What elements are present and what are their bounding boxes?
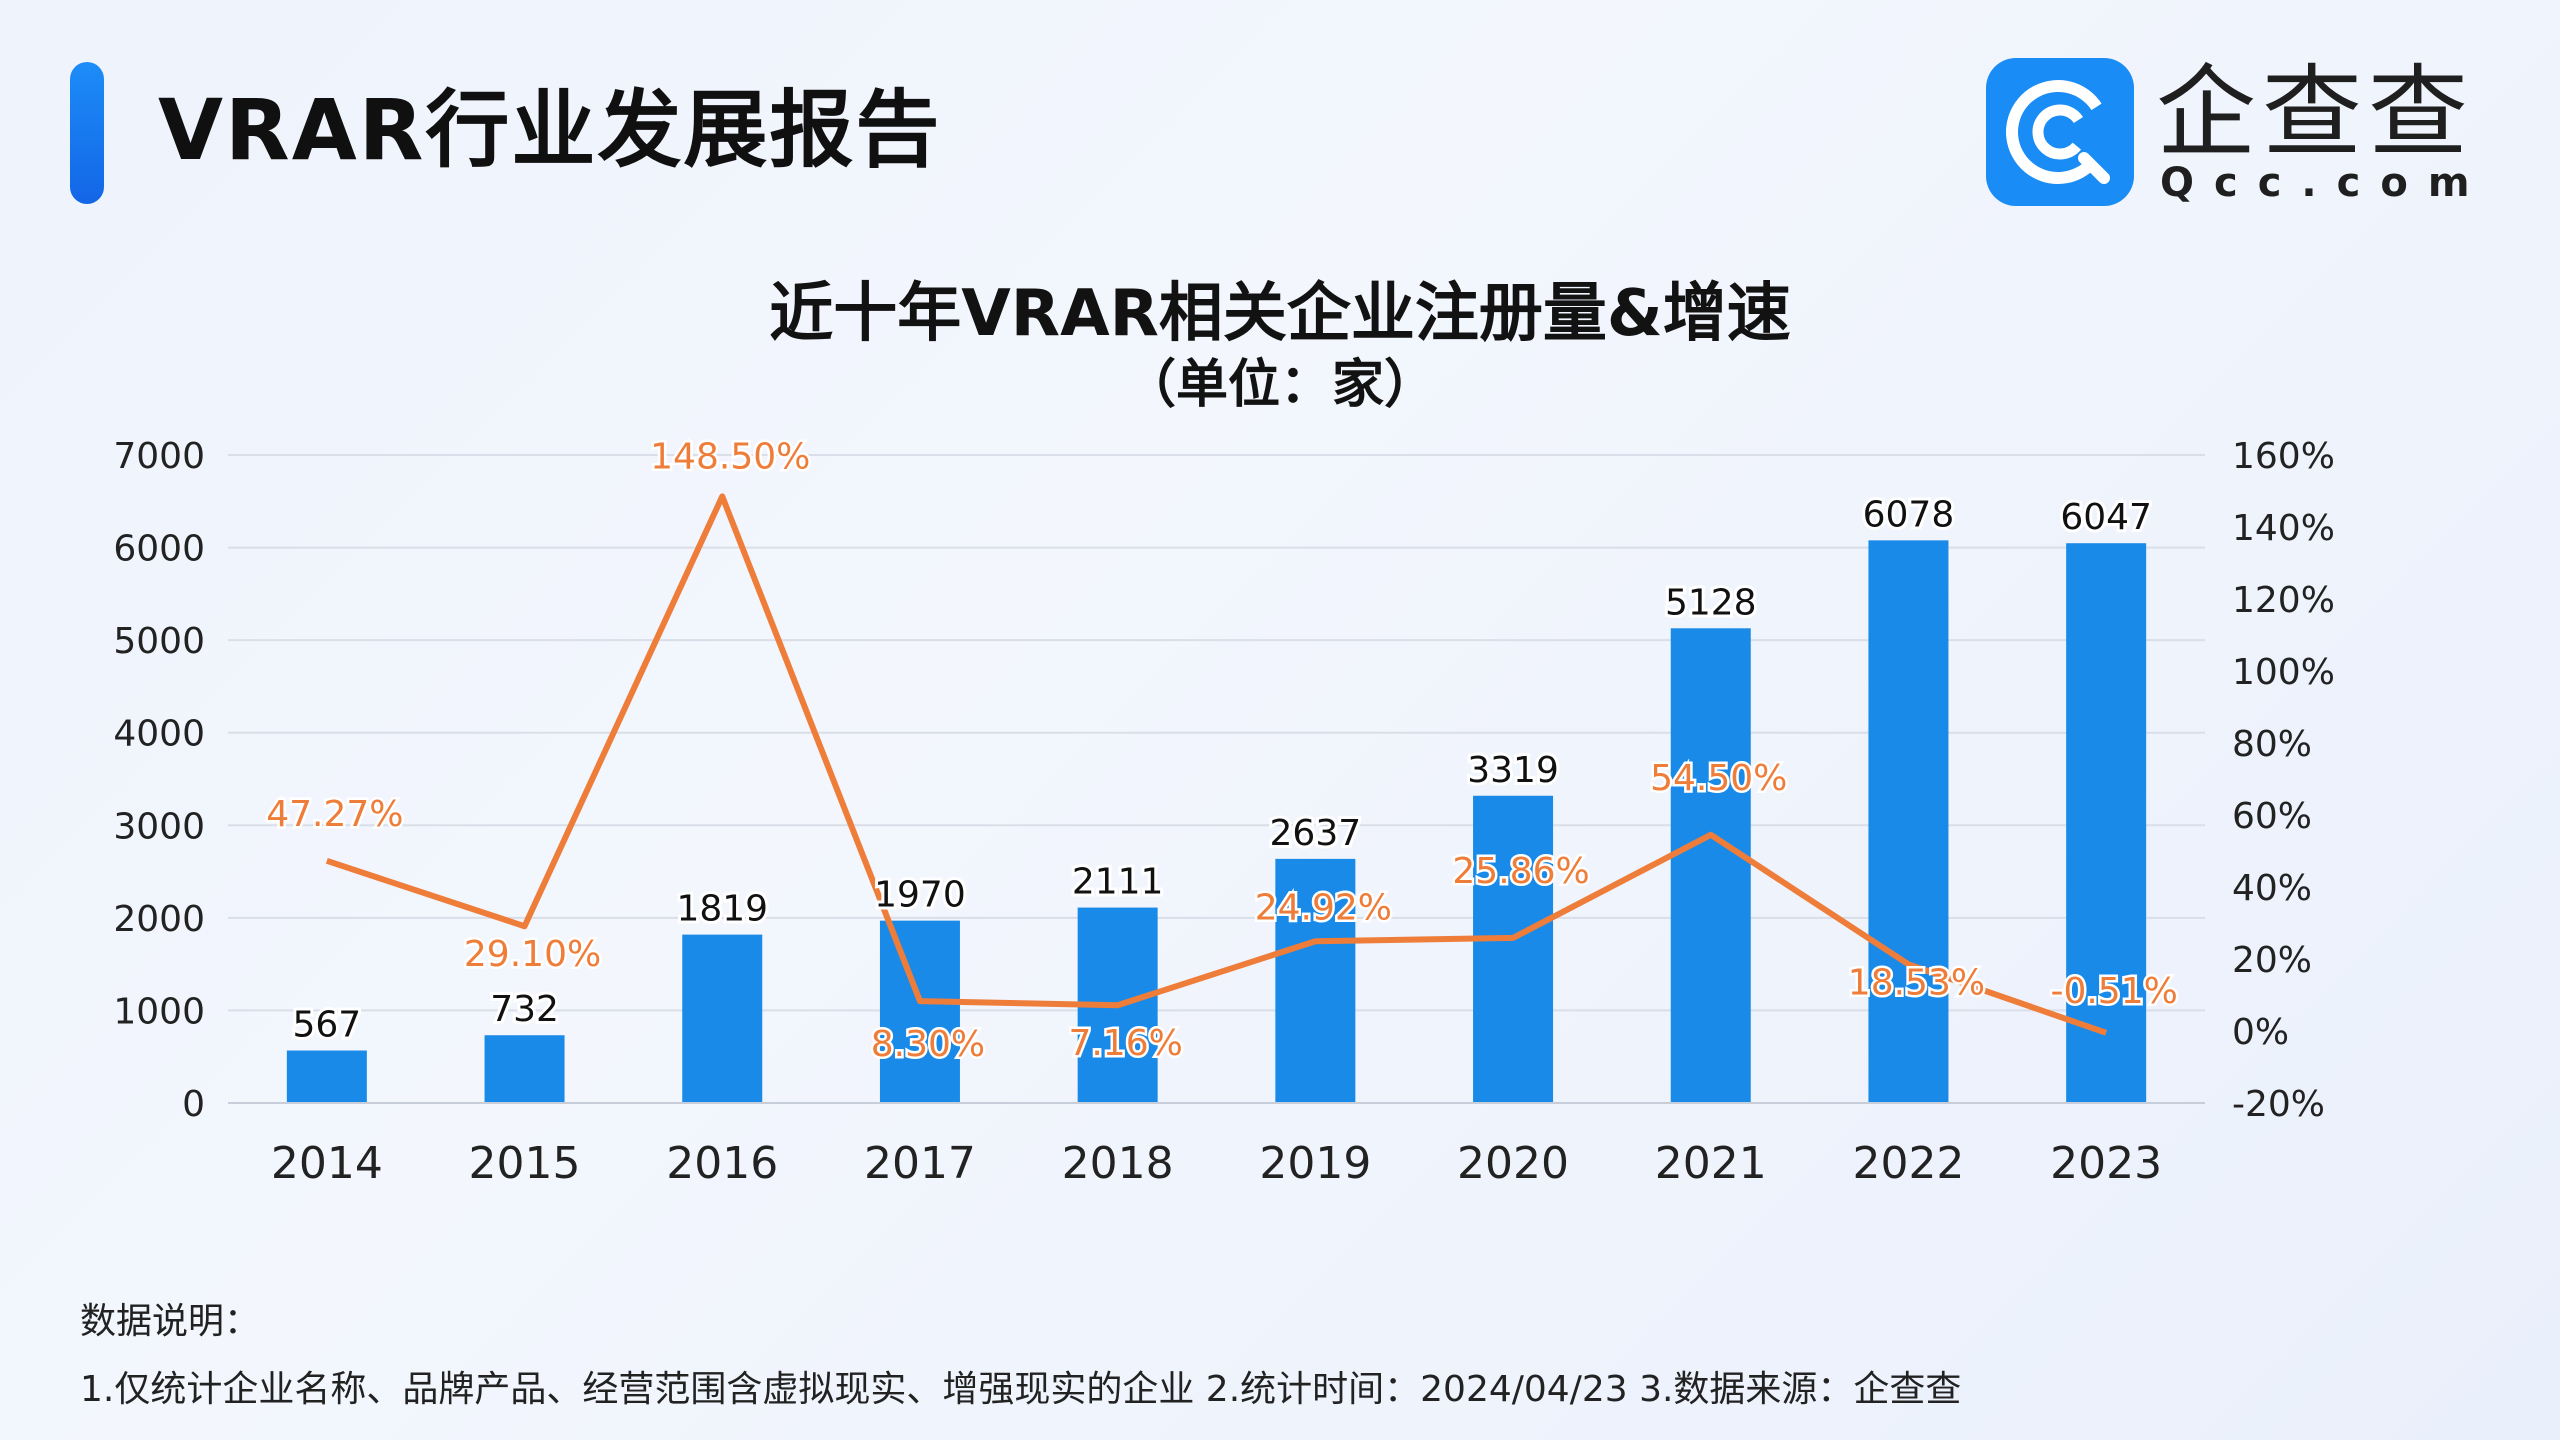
growth-line [325, 493, 2108, 1036]
y-tick-label: 7000 [113, 436, 205, 477]
x-tick-label: 2022 [1852, 1138, 1964, 1189]
x-tick-label: 2014 [271, 1138, 383, 1189]
bar-2016 [682, 934, 763, 1103]
y2-tick-label: 140% [2232, 508, 2335, 549]
bar-2015 [484, 1035, 565, 1103]
x-tick-label: 2019 [1259, 1138, 1371, 1189]
y-tick-label: 6000 [113, 529, 205, 570]
y-tick-label: 5000 [113, 621, 205, 662]
bar-value-label: 732 [490, 989, 559, 1030]
y-tick-label: 4000 [113, 714, 205, 755]
bar-2021 [1670, 628, 1751, 1103]
x-tick-label: 2015 [469, 1138, 581, 1189]
bar-value-label: 1970 [874, 875, 966, 916]
y2-tick-label: -20% [2232, 1084, 2325, 1125]
x-tick-label: 2016 [666, 1138, 778, 1189]
x-tick-label: 2023 [2050, 1138, 2162, 1189]
bar-2019 [1275, 858, 1356, 1103]
chart-title: 近十年VRAR相关企业注册量&增速 [769, 277, 1791, 351]
x-tick-label: 2017 [864, 1138, 976, 1189]
x-tick-label: 2018 [1062, 1138, 1174, 1189]
bar-value-label: 5128 [1665, 582, 1757, 623]
growth-value-label: 8.30% [871, 1024, 985, 1065]
x-tick-label: 2021 [1655, 1138, 1767, 1189]
y2-tick-label: 0% [2232, 1012, 2289, 1053]
bar-value-label: 6078 [1863, 494, 1955, 535]
bar-value-label: 567 [292, 1005, 361, 1046]
y-tick-label: 3000 [113, 806, 205, 847]
notes-text: 1.仅统计企业名称、品牌产品、经营范围含虚拟现实、增强现实的企业 2.统计时间：… [80, 1369, 1962, 1410]
logo-text: 企查查 [2156, 54, 2474, 171]
bar-value-label: 1819 [676, 889, 768, 930]
growth-value-label: 148.50% [650, 436, 810, 477]
y2-tick-label: 60% [2232, 796, 2312, 837]
bars [286, 540, 2147, 1103]
bar-2022 [1868, 540, 1949, 1103]
y2-tick-label: 160% [2232, 436, 2335, 477]
data-labels: 567 732 1819 1970 2111 2637 3319 5128 6078 6047 47… [264, 434, 2181, 1068]
notes-title: 数据说明： [80, 1301, 261, 1342]
bar-2023 [2066, 543, 2147, 1103]
y2-tick-label: 40% [2232, 868, 2312, 909]
logo-subtext: Qcc.com [2160, 160, 2490, 206]
growth-rate-line [325, 493, 2108, 1036]
report-title: VRAR行业发展报告 [158, 81, 942, 179]
growth-value-label: 47.27% [266, 794, 403, 835]
bar-value-label: 2111 [1072, 862, 1164, 903]
bar-value-label: 2637 [1270, 813, 1362, 854]
axes: 0 1000 2000 3000 4000 5000 6000 7000 -20% 0% 20% 40… [113, 436, 2335, 1189]
y-tick-label: 2000 [113, 899, 205, 940]
bar-value-label: 3319 [1467, 750, 1559, 791]
bar-2017 [879, 920, 960, 1103]
y-tick-label: 1000 [113, 991, 205, 1032]
growth-value-label: 24.92% [1255, 887, 1392, 928]
growth-value-label: 25.86% [1452, 851, 1589, 892]
title-accent-bar [70, 62, 104, 204]
bar-value-label: 6047 [2060, 497, 2152, 538]
y2-tick-label: 80% [2232, 724, 2312, 765]
y2-tick-label: 20% [2232, 940, 2312, 981]
growth-value-label: 54.50% [1650, 758, 1787, 799]
growth-value-label: 18.53% [1848, 962, 1985, 1003]
y-tick-label: 0 [182, 1084, 205, 1125]
growth-value-label: 29.10% [464, 934, 601, 975]
x-tick-label: 2020 [1457, 1138, 1569, 1189]
growth-value-label: -0.51% [2050, 971, 2177, 1012]
bar-2020 [1473, 795, 1554, 1103]
growth-value-label: 7.16% [1068, 1023, 1182, 1064]
y2-tick-label: 120% [2232, 580, 2335, 621]
chart-subtitle: （单位：家） [1123, 355, 1436, 415]
y2-tick-label: 100% [2232, 652, 2335, 693]
qcc-logo-icon [1986, 58, 2134, 206]
bar-2014 [286, 1050, 367, 1103]
